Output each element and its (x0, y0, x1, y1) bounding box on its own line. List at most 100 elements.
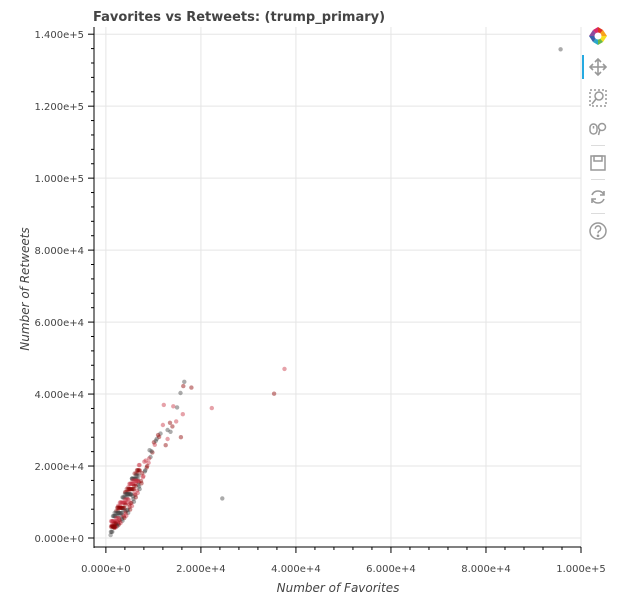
scatter-point (135, 476, 140, 482)
scatter-point (131, 487, 136, 492)
y-tick-label: 4.000e+4 (34, 390, 84, 401)
scatter-point (114, 521, 119, 527)
scatter-point (112, 524, 117, 529)
scatter-point (124, 492, 130, 497)
axes (93, 27, 581, 548)
pan-icon[interactable] (582, 55, 610, 79)
scatter-point (136, 484, 142, 489)
x-tick-label: 4.000e+4 (271, 564, 321, 575)
scatter-point (131, 476, 136, 481)
x-tick-label: 6.000e+4 (366, 564, 416, 575)
scatter-point (171, 404, 176, 409)
scatter-point (115, 508, 121, 514)
scatter-point (118, 520, 123, 526)
scatter-point (115, 523, 120, 529)
reset-icon[interactable] (586, 185, 610, 209)
scatter-point (117, 516, 122, 521)
save-icon[interactable] (586, 151, 610, 175)
y-tick-label: 1.000e+5 (34, 174, 84, 185)
scatter-point (131, 476, 137, 481)
box-zoom-icon[interactable] (586, 86, 610, 110)
scatter-point (134, 468, 140, 473)
scatter-point (178, 390, 183, 396)
scatter-point (121, 514, 127, 519)
bokeh-logo-icon[interactable] (586, 24, 610, 48)
scatter-point (130, 481, 135, 487)
scatter-point (146, 456, 152, 461)
scatter-point (117, 505, 122, 510)
scatter-point (126, 492, 131, 497)
scatter-point (129, 500, 134, 505)
scatter-point (129, 492, 134, 497)
scatter-point (122, 500, 127, 505)
scatter-point (134, 478, 139, 483)
scatter-point (108, 519, 114, 524)
scatter-point (127, 502, 132, 507)
scatter-point (154, 436, 159, 442)
scatter-point (133, 473, 138, 478)
scatter-point (134, 476, 139, 481)
scatter-point (111, 519, 117, 524)
scatter-point (124, 513, 129, 518)
scatter-point (119, 500, 125, 505)
scatter-point (130, 487, 135, 492)
scatter-point (136, 480, 141, 485)
scatter-point (129, 487, 134, 492)
y-tick-label: 6.000e+4 (34, 318, 84, 329)
scatter-point (145, 463, 150, 469)
scatter-point (111, 513, 116, 519)
scatter-point (137, 486, 142, 492)
scatter-point (110, 523, 115, 529)
scatter-point (112, 519, 117, 524)
scatter-point (121, 495, 126, 500)
scatter-point (158, 431, 163, 436)
scatter-point (115, 510, 120, 516)
scatter-point (114, 519, 120, 524)
scatter-point (119, 510, 125, 516)
scatter-point (115, 505, 120, 510)
scatter-point (127, 486, 132, 492)
wheel-zoom-icon[interactable] (586, 117, 610, 141)
scatter-point (135, 488, 140, 493)
scatter-point (128, 486, 134, 492)
scatter-point (109, 523, 114, 528)
scatter-point (110, 513, 116, 519)
scatter-point (139, 471, 145, 476)
scatter-point (113, 519, 119, 524)
y-tick-label: 0.000e+0 (34, 534, 84, 545)
help-icon[interactable] (586, 219, 610, 243)
scatter-point (129, 476, 135, 481)
scatter-point (111, 524, 116, 529)
scatter-point (133, 481, 138, 487)
y-axis-ticks: 0.000e+0 2.000e+4 4.000e+4 6.000e+4 8.000e+4… (34, 30, 94, 545)
scatter-point (126, 486, 131, 492)
x-tick-label: 1.000e+5 (556, 564, 606, 575)
scatter-point (126, 510, 131, 515)
scatter-point (180, 412, 185, 417)
scatter-point (163, 443, 168, 448)
chart-toolbar (582, 24, 612, 250)
scatter-point (153, 438, 158, 443)
scatter-point (117, 517, 122, 523)
scatter-point (138, 478, 144, 484)
scatter-point (120, 518, 125, 523)
x-axis-ticks: 0.000e+0 2.000e+4 4.000e+4 6.000e+4 8.000e+4… (81, 547, 606, 575)
scatter-point (125, 492, 130, 497)
scatter-point (118, 510, 123, 516)
scatter-point (135, 478, 140, 483)
scatter-point (119, 505, 124, 510)
scatter-point (117, 519, 123, 524)
scatter-point (146, 460, 151, 465)
scatter-point (123, 500, 128, 505)
scatter-point (119, 514, 124, 519)
scatter-point (108, 532, 113, 538)
scatter-point (143, 468, 148, 473)
scatter-point (143, 458, 148, 463)
scatter-point (127, 492, 132, 497)
scatter-point (115, 505, 121, 510)
scatter-point (136, 482, 141, 487)
scatter-point (178, 435, 184, 440)
scatter-point (115, 514, 121, 519)
scatter-point (116, 503, 121, 508)
